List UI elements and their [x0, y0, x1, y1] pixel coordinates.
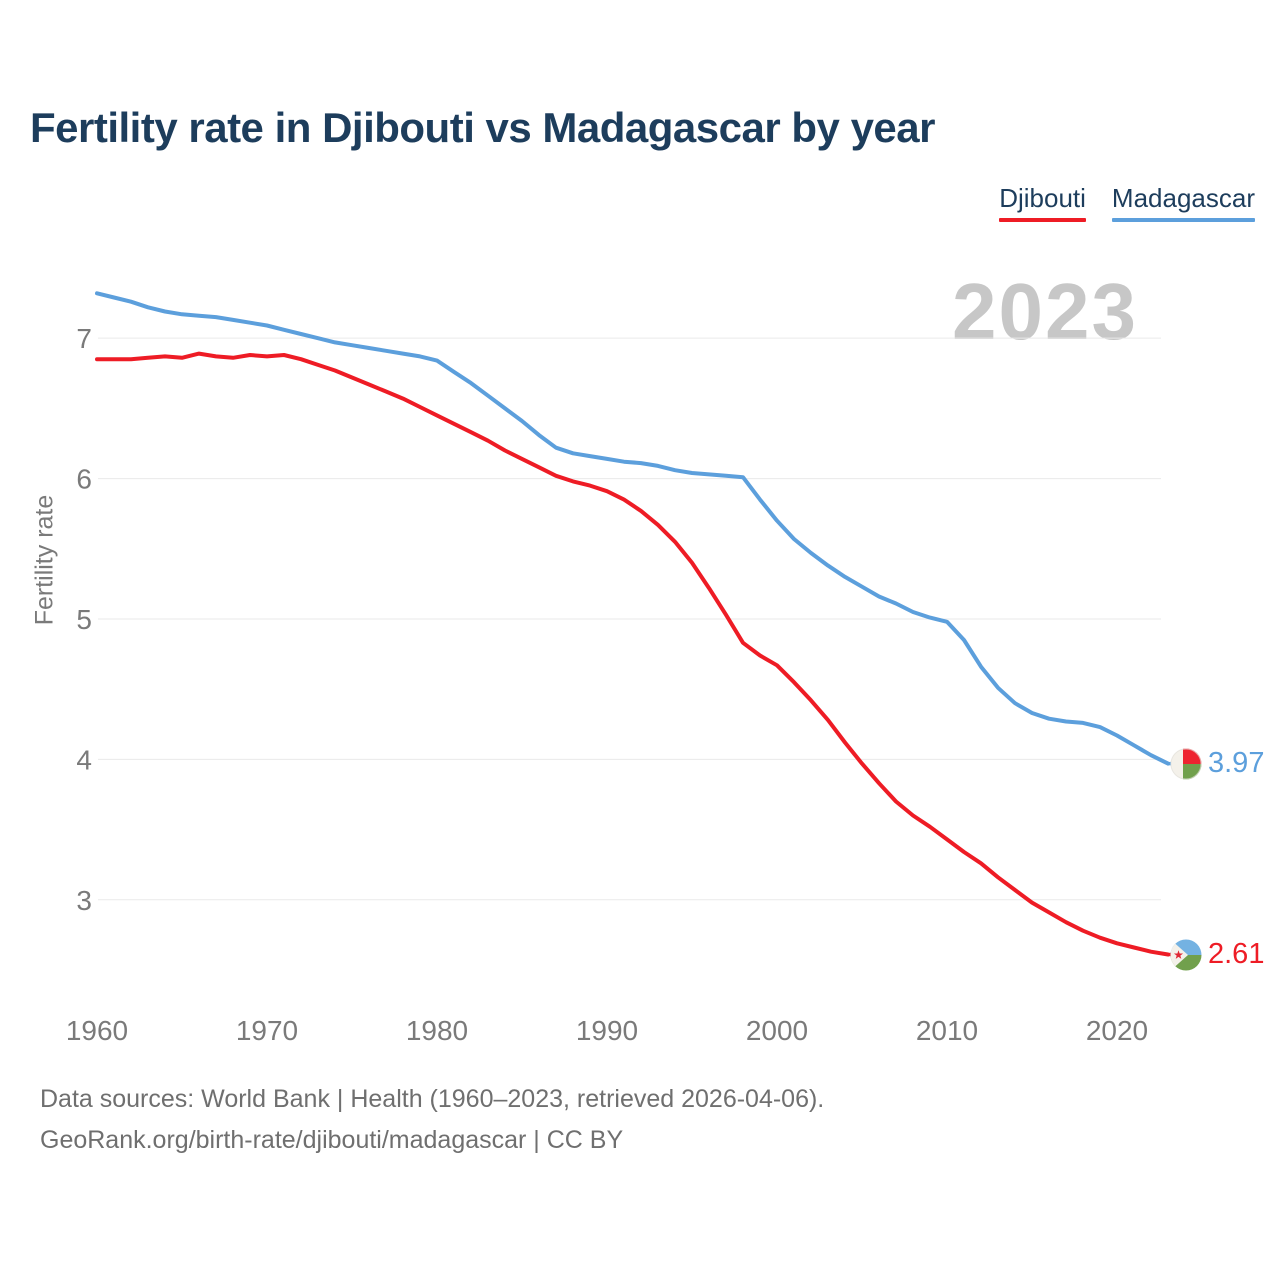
x-tick-label: 1980 [406, 1015, 468, 1046]
x-tick-label: 1960 [66, 1015, 128, 1046]
x-tick-label: 1990 [576, 1015, 638, 1046]
legend-item-djibouti[interactable]: Djibouti [999, 183, 1086, 222]
y-tick-label: 3 [76, 885, 92, 916]
page-title: Fertility rate in Djibouti vs Madagascar… [30, 104, 935, 151]
y-tick-label: 5 [76, 604, 92, 635]
watermark-year: 2023 [952, 267, 1138, 356]
x-tick-label: 1970 [236, 1015, 298, 1046]
y-tick-label: 7 [76, 323, 92, 354]
legend: Djibouti Madagascar [999, 183, 1255, 222]
madagascar-end-value: 3.97 [1208, 746, 1265, 779]
gridlines [98, 337, 1161, 901]
y-tick-label: 4 [76, 744, 92, 775]
series-line-djibouti [95, 351, 1170, 957]
legend-underline-madagascar [1111, 218, 1255, 222]
footer-attribution-line: GeoRank.org/birth-rate/djibouti/madagasc… [40, 1126, 624, 1154]
x-tick-label: 2010 [916, 1015, 978, 1046]
legend-underline-djibouti [999, 218, 1086, 222]
red-star-icon [1173, 949, 1184, 959]
legend-label-djibouti: Djibouti [999, 183, 1086, 213]
footer-sources-line: Data sources: World Bank | Health (1960–… [40, 1085, 825, 1113]
y-tick-label: 6 [76, 464, 92, 495]
series-lines [95, 291, 1180, 957]
footer: Data sources: World Bank | Health (1960–… [40, 1079, 824, 1161]
djibouti-end-value: 2.61 [1208, 937, 1265, 970]
legend-item-madagascar[interactable]: Madagascar [1111, 183, 1255, 222]
x-tick-label: 2000 [746, 1015, 808, 1046]
x-tick-label: 2020 [1086, 1015, 1148, 1046]
x-axis-tick-labels: 1960 1970 1980 1990 2000 2010 2020 [66, 1015, 1148, 1046]
djibouti-flag-icon [1170, 939, 1202, 971]
madagascar-flag-icon [1170, 748, 1202, 780]
y-axis-tick-labels: 7 6 5 4 3 [76, 323, 92, 916]
series-line-madagascar [95, 291, 1170, 766]
legend-label-madagascar: Madagascar [1111, 183, 1255, 213]
